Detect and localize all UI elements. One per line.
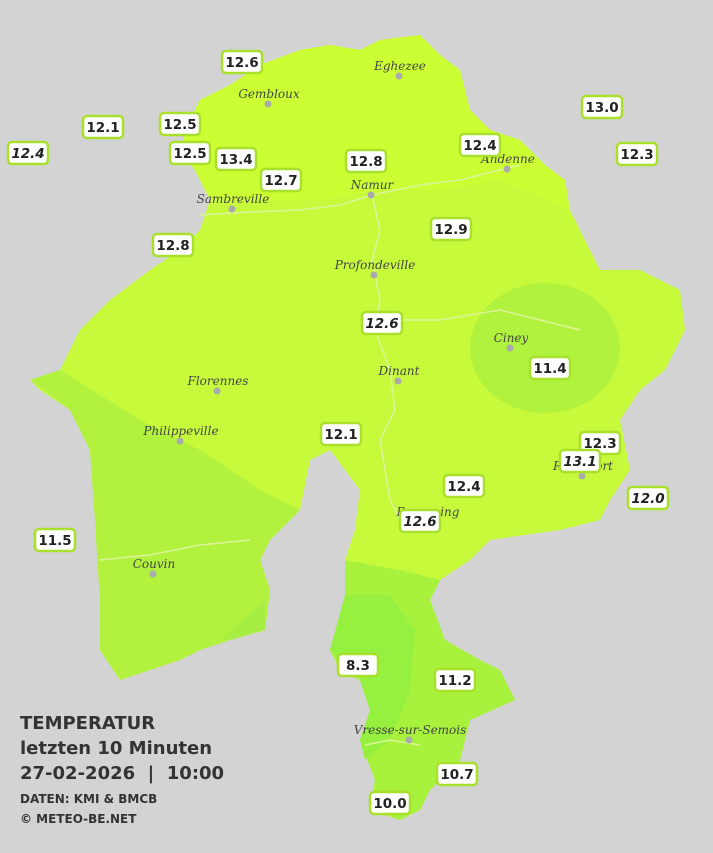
station-temp: 10.0: [373, 796, 406, 812]
station-box: [435, 761, 479, 787]
station-box: [626, 485, 670, 511]
ciney-zone: [470, 283, 620, 413]
station-box: [259, 167, 303, 193]
station-temp: 12.7: [264, 173, 297, 189]
station-temp: 12.1: [86, 120, 119, 136]
legend-source: DATEN: KMI & BMCB: [20, 792, 157, 806]
legend-title: TEMPERATUR: [20, 713, 155, 734]
station-box: [319, 421, 363, 447]
station-box: [580, 94, 624, 120]
station-box: [528, 355, 572, 381]
river: [199, 164, 521, 521]
station-box: [368, 790, 412, 816]
station-temp: 10.7: [440, 767, 473, 783]
town-dot: [503, 165, 511, 173]
station-temp: 12.3: [583, 436, 616, 452]
town-dot: [395, 72, 403, 80]
town-label: Eghezee: [373, 59, 426, 73]
town-dot: [149, 570, 157, 578]
town-label: Sambreville: [197, 192, 270, 206]
town-dot: [264, 100, 272, 108]
town-dot: [506, 344, 514, 352]
station-temp: 12.1: [324, 427, 357, 443]
station-temp: 12.3: [620, 147, 653, 163]
town-dot: [176, 437, 184, 445]
station-temp: 12.8: [156, 238, 189, 254]
station-temp: 13.0: [585, 100, 618, 116]
station-box: [360, 310, 404, 336]
station-temp: 11.2: [438, 673, 471, 689]
station-temp: 13.4: [219, 152, 252, 168]
west-zone: [30, 370, 300, 680]
town-dot: [405, 736, 413, 744]
station-temp: 12.9: [434, 222, 467, 238]
town-label: Ciney: [494, 331, 529, 345]
semois-zone: [330, 595, 415, 760]
town-dot: [394, 377, 402, 385]
station-temp: 11.5: [38, 533, 71, 549]
legend-datetime: 27-02-2026 | 10:00: [20, 763, 224, 784]
station-temp: 12.8: [349, 154, 382, 170]
station-box: [344, 148, 388, 174]
station-box: [214, 146, 258, 172]
station-box: [398, 508, 442, 534]
station-box: [336, 652, 380, 678]
station-temp: 12.6: [403, 514, 436, 530]
town-dot: [213, 387, 221, 395]
station-box: [158, 111, 202, 137]
station-box: [429, 216, 473, 242]
station-temp: 12.4: [447, 479, 480, 495]
station-temp: 13.1: [563, 454, 596, 470]
legend-period: letzten 10 Minuten: [20, 738, 212, 759]
station-box: [615, 141, 659, 167]
station-temp: 12.6: [365, 316, 398, 332]
town-dot: [367, 191, 375, 199]
station-box: [458, 132, 502, 158]
town-dot: [228, 205, 236, 213]
town-label: Couvin: [133, 557, 175, 571]
town-label: Namur: [350, 178, 395, 192]
north-zone: [180, 35, 570, 210]
station-box: [220, 49, 264, 75]
town-label: Philippeville: [142, 424, 218, 438]
station-box: [558, 448, 602, 474]
station-box: [442, 473, 486, 499]
legend-copyright: © METEO-BE.NET: [20, 812, 137, 826]
station-temp: 12.4: [11, 146, 44, 162]
station-box: [433, 667, 477, 693]
station-temp: 12.0: [631, 491, 664, 507]
station-box: [6, 140, 50, 166]
station-box: [81, 114, 125, 140]
station-temp: 12.5: [163, 117, 196, 133]
town-label: Gembloux: [238, 87, 300, 101]
town-dot: [370, 271, 378, 279]
station-temp: 12.6: [225, 55, 258, 71]
station-box: [168, 140, 212, 166]
town-label: Dinant: [378, 364, 420, 378]
station-box: [151, 232, 195, 258]
town-dot: [578, 472, 586, 480]
town-label: Vresse-sur-Semois: [354, 723, 467, 737]
town-label: Profondeville: [334, 258, 416, 272]
station-temp: 11.4: [533, 361, 566, 377]
station-temp: 12.4: [463, 138, 496, 154]
couvin-zone: [220, 600, 265, 640]
station-box: [33, 527, 77, 553]
station-temp: 8.3: [346, 658, 370, 674]
town-label: Florennes: [187, 374, 249, 388]
station-temp: 12.5: [173, 146, 206, 162]
